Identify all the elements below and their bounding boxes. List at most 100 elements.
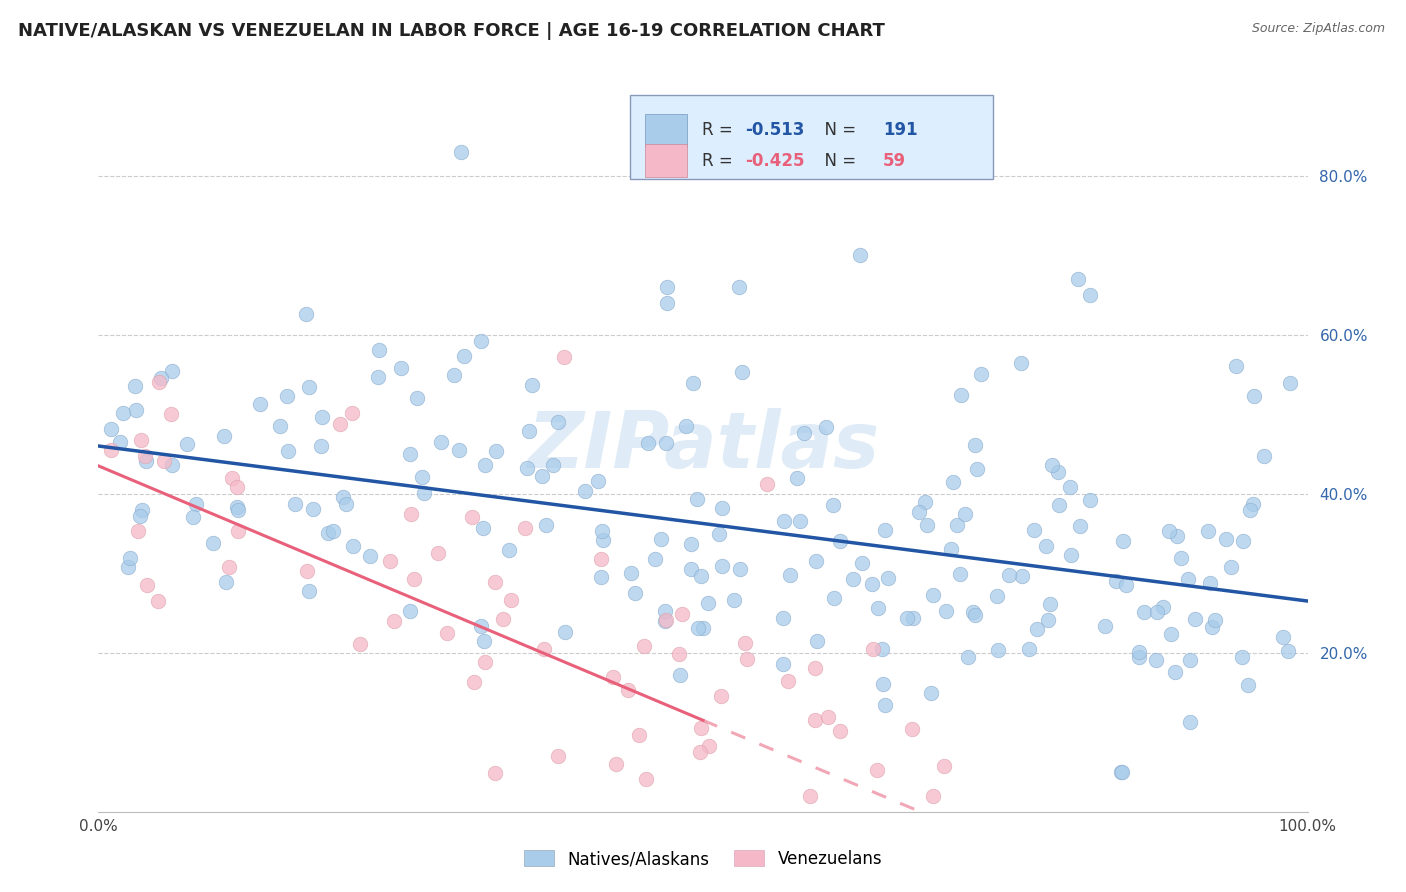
Point (605, 757, 627, 772)
Point (591, 524, 613, 538)
Point (589, 552, 612, 566)
Point (1178, 715, 1201, 730)
Point (1035, 539, 1057, 553)
Point (654, 604, 676, 618)
Point (941, 541, 963, 556)
Point (650, 532, 672, 546)
Point (398, 448, 420, 462)
Point (1146, 605, 1168, 619)
Point (533, 641, 555, 656)
Point (682, 376, 704, 391)
Point (633, 639, 655, 653)
Point (710, 558, 733, 573)
Point (689, 745, 711, 759)
Point (731, 366, 754, 380)
Point (184, 497, 207, 511)
Point (302, 502, 325, 516)
Point (692, 621, 714, 635)
Point (957, 649, 980, 664)
Point (1069, 519, 1091, 533)
Point (637, 436, 659, 450)
Point (804, 661, 827, 675)
Point (406, 391, 429, 405)
Point (949, 566, 972, 581)
Point (412, 486, 434, 500)
Legend: Natives/Alaskans, Venezuelans: Natives/Alaskans, Venezuelans (517, 844, 889, 875)
Point (1215, 533, 1237, 547)
Point (815, 420, 838, 434)
Point (1039, 598, 1062, 612)
Point (697, 739, 720, 753)
Point (471, 521, 494, 535)
Point (987, 642, 1010, 657)
Text: N =: N = (814, 152, 862, 169)
Point (953, 507, 976, 521)
Point (349, 637, 371, 651)
Point (586, 475, 609, 489)
Point (860, 577, 883, 591)
Point (1059, 548, 1081, 562)
Point (756, 477, 779, 491)
Point (295, 564, 318, 578)
Point (340, 406, 363, 420)
Point (1078, 493, 1101, 508)
Point (772, 611, 794, 625)
Point (817, 710, 839, 724)
Point (404, 572, 426, 586)
Point (710, 500, 733, 515)
Point (176, 437, 198, 451)
Text: R =: R = (702, 121, 738, 139)
Point (474, 458, 496, 472)
Point (1239, 502, 1261, 516)
Point (1128, 645, 1150, 659)
Point (1219, 560, 1241, 574)
Point (411, 470, 433, 484)
Point (382, 614, 405, 628)
Point (1040, 458, 1063, 473)
Point (723, 593, 745, 607)
Point (298, 380, 321, 394)
Point (942, 475, 965, 489)
Point (399, 507, 422, 521)
Point (541, 458, 564, 472)
Point (793, 426, 815, 441)
Point (728, 280, 751, 294)
Point (368, 343, 391, 357)
Point (644, 552, 666, 566)
Point (908, 505, 931, 519)
Point (730, 562, 752, 576)
Point (804, 713, 827, 727)
Point (1184, 612, 1206, 626)
Point (276, 389, 298, 403)
Point (873, 698, 896, 712)
Point (125, 403, 148, 417)
Point (828, 534, 851, 549)
Point (398, 604, 420, 618)
Point (359, 549, 381, 563)
Point (917, 517, 939, 532)
Point (686, 621, 709, 635)
Point (671, 607, 693, 621)
Point (547, 749, 569, 764)
Point (1236, 677, 1258, 691)
Point (686, 491, 709, 506)
Point (786, 471, 808, 485)
Point (849, 248, 872, 262)
Text: R =: R = (702, 152, 738, 169)
Text: -0.425: -0.425 (745, 152, 804, 169)
Point (922, 588, 945, 602)
Text: 191: 191 (883, 121, 918, 139)
Point (131, 434, 153, 448)
Point (547, 415, 569, 429)
Point (335, 497, 357, 511)
Point (1128, 650, 1150, 665)
FancyBboxPatch shape (630, 95, 993, 179)
Point (311, 410, 333, 425)
Point (332, 490, 354, 504)
Point (1277, 643, 1299, 657)
Point (1111, 764, 1133, 779)
Point (1232, 533, 1254, 548)
Point (623, 586, 645, 600)
Point (485, 444, 508, 458)
Point (498, 542, 520, 557)
